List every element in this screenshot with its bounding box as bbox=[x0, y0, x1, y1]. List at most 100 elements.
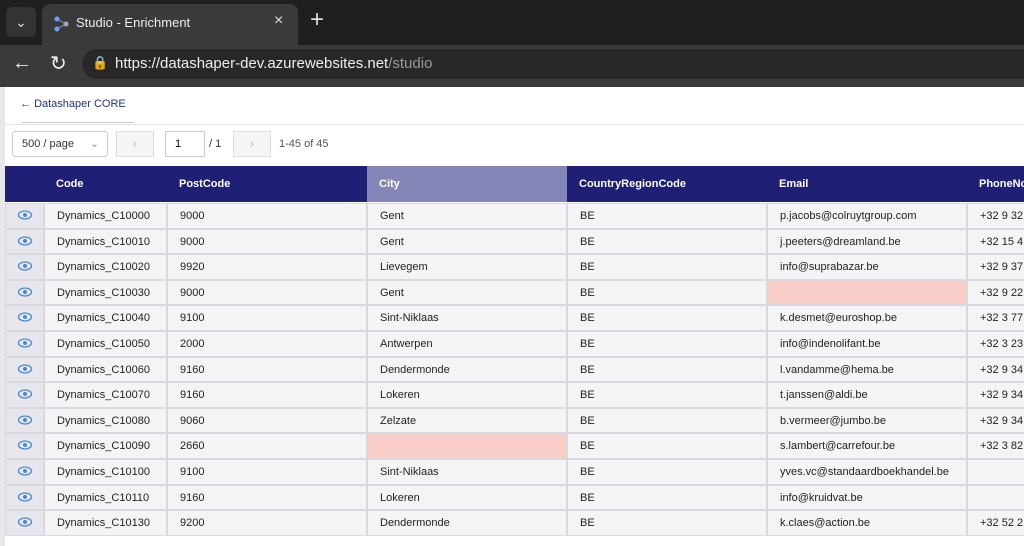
table-cell: BE bbox=[567, 433, 767, 459]
back-button[interactable]: ← bbox=[12, 52, 32, 74]
table-cell bbox=[767, 279, 967, 306]
next-page[interactable]: › bbox=[233, 131, 271, 157]
back-link-text: Datashaper CORE bbox=[34, 98, 126, 110]
view-row-button[interactable] bbox=[5, 407, 44, 434]
table-cell: 9920 bbox=[167, 254, 367, 280]
tab-list-button[interactable]: ⌄ bbox=[6, 7, 36, 37]
table-cell: 9160 bbox=[167, 356, 367, 383]
back-link-underline bbox=[22, 122, 134, 123]
table-cell: Lievegem bbox=[367, 254, 567, 280]
prev-page[interactable]: ‹ bbox=[116, 131, 154, 157]
reload-button[interactable]: ↻ bbox=[50, 53, 67, 75]
table-cell: BE bbox=[567, 305, 767, 331]
table-cell: +32 9 22 bbox=[967, 279, 1024, 306]
view-row-button[interactable] bbox=[5, 382, 44, 408]
column-header[interactable]: Email bbox=[779, 178, 809, 190]
table-cell: 9100 bbox=[167, 459, 367, 485]
new-tab[interactable]: + bbox=[310, 6, 325, 33]
table-cell: 2000 bbox=[167, 331, 367, 357]
view-row-button[interactable] bbox=[5, 279, 44, 306]
back-link[interactable]: ← Datashaper CORE bbox=[20, 98, 126, 110]
table-cell: yves.vc@standaardboekhandel.be bbox=[767, 459, 967, 485]
table-cell: BE bbox=[567, 382, 767, 408]
view-row-button[interactable] bbox=[5, 203, 44, 229]
table-cell: +32 3 82 bbox=[967, 433, 1024, 459]
table-cell: BE bbox=[567, 254, 767, 280]
column-header[interactable]: City bbox=[367, 166, 567, 202]
eye-icon bbox=[17, 415, 33, 425]
table-cell: Dynamics_C10010 bbox=[44, 228, 167, 255]
table-cell: 9000 bbox=[167, 228, 367, 255]
view-row-button[interactable] bbox=[5, 228, 44, 255]
table-cell: 9160 bbox=[167, 382, 367, 408]
table-cell: 9200 bbox=[167, 510, 367, 536]
table-cell bbox=[967, 459, 1024, 485]
table-cell: +32 52 2 bbox=[967, 510, 1024, 536]
table-cell: +32 9 37 bbox=[967, 254, 1024, 280]
view-row-button[interactable] bbox=[5, 484, 44, 511]
eye-icon bbox=[17, 440, 33, 451]
table-cell: BE bbox=[567, 510, 767, 536]
view-row-button[interactable] bbox=[5, 254, 44, 280]
eye-icon bbox=[17, 210, 33, 220]
table-cell: 9160 bbox=[167, 484, 367, 511]
table-cell: 9060 bbox=[167, 407, 367, 434]
table-cell: Lokeren bbox=[367, 484, 567, 511]
table-cell: 2660 bbox=[167, 433, 367, 459]
eye-icon bbox=[17, 312, 33, 323]
url-host: https://datashaper-dev.azurewebsites.net bbox=[115, 55, 389, 72]
table-cell: Dynamics_C10020 bbox=[44, 254, 167, 280]
table-cell: +32 3 77 bbox=[967, 305, 1024, 331]
view-row-button[interactable] bbox=[5, 459, 44, 485]
view-row-button[interactable] bbox=[5, 331, 44, 357]
eye-icon bbox=[17, 338, 33, 348]
eye-icon bbox=[17, 287, 33, 297]
table-cell: BE bbox=[567, 407, 767, 434]
page-input[interactable]: 1 bbox=[165, 131, 205, 157]
table-cell: Dynamics_C10060 bbox=[44, 356, 167, 383]
view-row-button[interactable] bbox=[5, 356, 44, 383]
table-cell: 9100 bbox=[167, 305, 367, 331]
table-cell: 9000 bbox=[167, 279, 367, 306]
table-cell: Sint-Niklaas bbox=[367, 459, 567, 485]
table-cell: Zelzate bbox=[367, 407, 567, 434]
table-cell: BE bbox=[567, 459, 767, 485]
table-cell: j.peeters@dreamland.be bbox=[767, 228, 967, 255]
table-cell: BE bbox=[567, 331, 767, 357]
table-cell: Dendermonde bbox=[367, 356, 567, 383]
table-cell: l.vandamme@hema.be bbox=[767, 356, 967, 383]
table-cell: +32 9 32 bbox=[967, 203, 1024, 229]
active-tab[interactable]: Studio - Enrichment × bbox=[42, 4, 298, 45]
left-edge bbox=[0, 87, 5, 546]
column-header[interactable]: PhoneNo bbox=[979, 178, 1024, 190]
dropdown-arrow: ⌄ bbox=[89, 138, 99, 150]
page-size-select[interactable]: 500 / page ⌄ bbox=[12, 131, 108, 157]
table-cell: Dynamics_C10040 bbox=[44, 305, 167, 331]
eye-icon bbox=[17, 363, 33, 374]
table-cell: +32 9 34 bbox=[967, 407, 1024, 434]
eye-icon bbox=[17, 491, 33, 502]
column-header[interactable]: CountryRegionCode bbox=[579, 178, 686, 190]
table-cell: +32 15 4 bbox=[967, 228, 1024, 255]
column-header[interactable]: Code bbox=[56, 178, 84, 190]
table-cell: Sint-Niklaas bbox=[367, 305, 567, 331]
table-cell: Dendermonde bbox=[367, 510, 567, 536]
close-tab[interactable]: × bbox=[274, 12, 284, 29]
eye-icon bbox=[17, 466, 33, 476]
column-header[interactable]: PostCode bbox=[179, 178, 231, 190]
view-row-button[interactable] bbox=[5, 510, 44, 536]
address-bar[interactable]: 🔒 https://datashaper-dev.azurewebsites.n… bbox=[82, 49, 1024, 79]
table-cell: Dynamics_C10080 bbox=[44, 407, 167, 434]
view-row-button[interactable] bbox=[5, 305, 44, 331]
table-cell: BE bbox=[567, 484, 767, 511]
table-cell: Lokeren bbox=[367, 382, 567, 408]
table-cell: 9000 bbox=[167, 203, 367, 229]
table-cell: p.jacobs@colruytgroup.com bbox=[767, 203, 967, 229]
table-cell: Dynamics_C10050 bbox=[44, 331, 167, 357]
table-cell: BE bbox=[567, 203, 767, 229]
table-cell: b.vermeer@jumbo.be bbox=[767, 407, 967, 434]
table-cell: k.claes@action.be bbox=[767, 510, 967, 536]
total-pages: / 1 bbox=[209, 138, 222, 150]
view-row-button[interactable] bbox=[5, 433, 44, 459]
